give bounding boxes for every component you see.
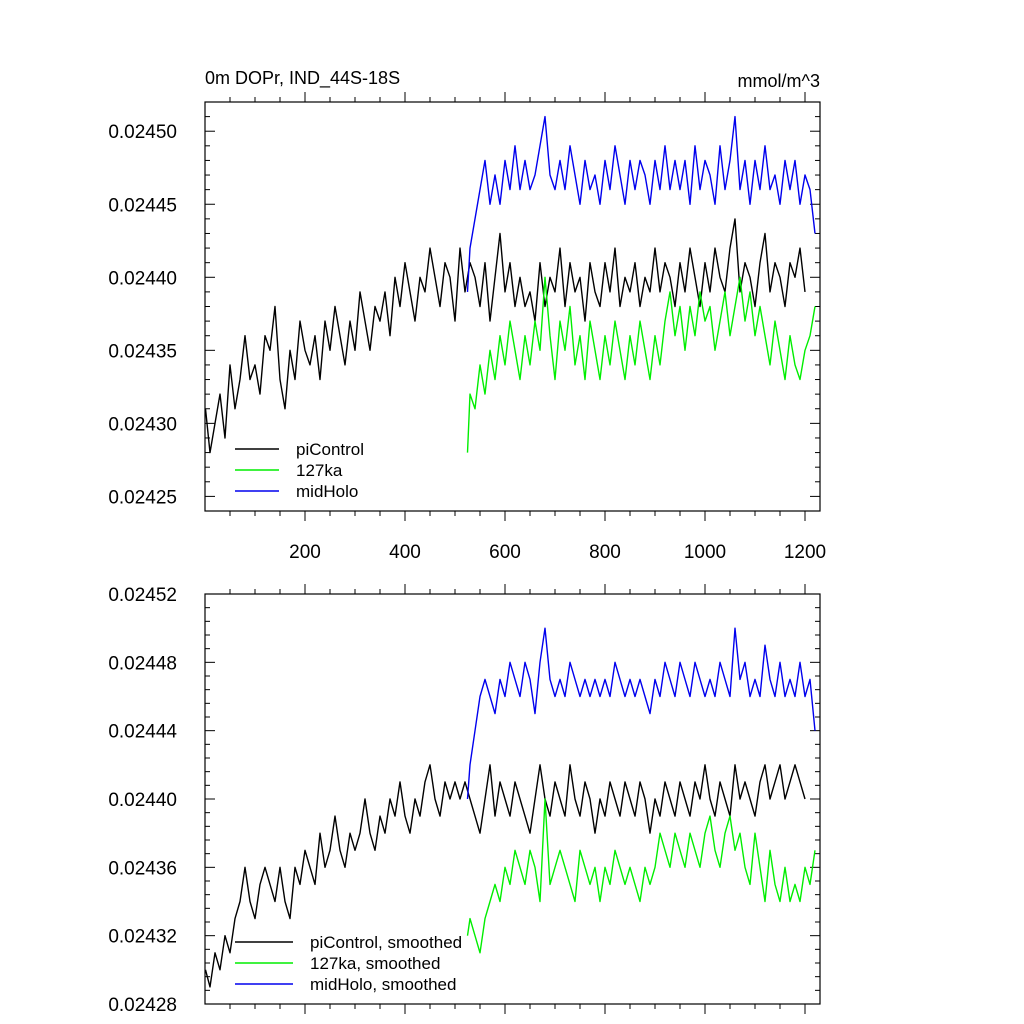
- y-tick-label: 0.02444: [108, 722, 177, 743]
- bottom-axes: 0.02428 0.02432 0.02436 0.02440 0.02444 0.024…: [108, 584, 820, 1016]
- y-tick-label: 0.02435: [108, 341, 177, 362]
- chart-title-left: 0m DOPr, IND_44S-18S: [205, 68, 400, 89]
- y-tick-label: 0.02445: [108, 195, 177, 216]
- x-tick-label: 600: [489, 542, 521, 563]
- series-line-midholo-smoothed: [466, 627, 816, 800]
- y-tick-label: 0.02432: [108, 927, 177, 948]
- x-tick-label: 200: [289, 542, 321, 563]
- x-tick-label: 800: [589, 542, 621, 563]
- y-tick-label: 0.02452: [108, 585, 177, 606]
- y-tick-label: 0.02440: [108, 790, 177, 811]
- series-line-picontrol-smoothed: [204, 764, 806, 988]
- top-series-group: [204, 115, 816, 454]
- y-tick-label: 0.02436: [108, 858, 177, 879]
- y-tick-label: 0.02450: [108, 122, 177, 143]
- legend-label: 127ka: [296, 461, 343, 480]
- bottom-series-group: [204, 627, 816, 988]
- chart-units-label: mmol/m^3: [738, 71, 820, 91]
- legend-label: 127ka, smoothed: [310, 954, 440, 973]
- top-legend: piControl 127ka midHolo: [235, 440, 364, 501]
- legend-label: piControl, smoothed: [310, 933, 462, 952]
- series-line-midholo: [466, 115, 816, 292]
- legend-label: midHolo: [296, 482, 358, 501]
- series-line-picontrol: [204, 218, 806, 454]
- legend-label: midHolo, smoothed: [310, 975, 456, 994]
- y-tick-label: 0.02425: [108, 487, 177, 508]
- series-line-127ka: [466, 276, 816, 453]
- legend-label: piControl: [296, 440, 364, 459]
- series-line-127ka-smoothed: [466, 798, 816, 954]
- x-tick-label: 400: [389, 542, 421, 563]
- bottom-panel: 0.02428 0.02432 0.02436 0.02440 0.02444 0.024…: [108, 584, 821, 1016]
- top-axes: 200 400 600 800 1000 1200 0.02425 0.02430 0.0243…: [108, 92, 826, 563]
- y-tick-label: 0.02428: [108, 995, 177, 1016]
- y-tick-label: 0.02440: [108, 268, 177, 289]
- x-tick-label: 1200: [784, 542, 826, 563]
- x-tick-label: 1000: [684, 542, 726, 563]
- top-panel: 0m DOPr, IND_44S-18S mmol/m^3 200 400 600 8…: [108, 68, 826, 563]
- bottom-legend: piControl, smoothed 127ka, smoothed midHol…: [235, 933, 462, 994]
- y-tick-label: 0.02448: [108, 653, 177, 674]
- y-tick-label: 0.02430: [108, 414, 177, 435]
